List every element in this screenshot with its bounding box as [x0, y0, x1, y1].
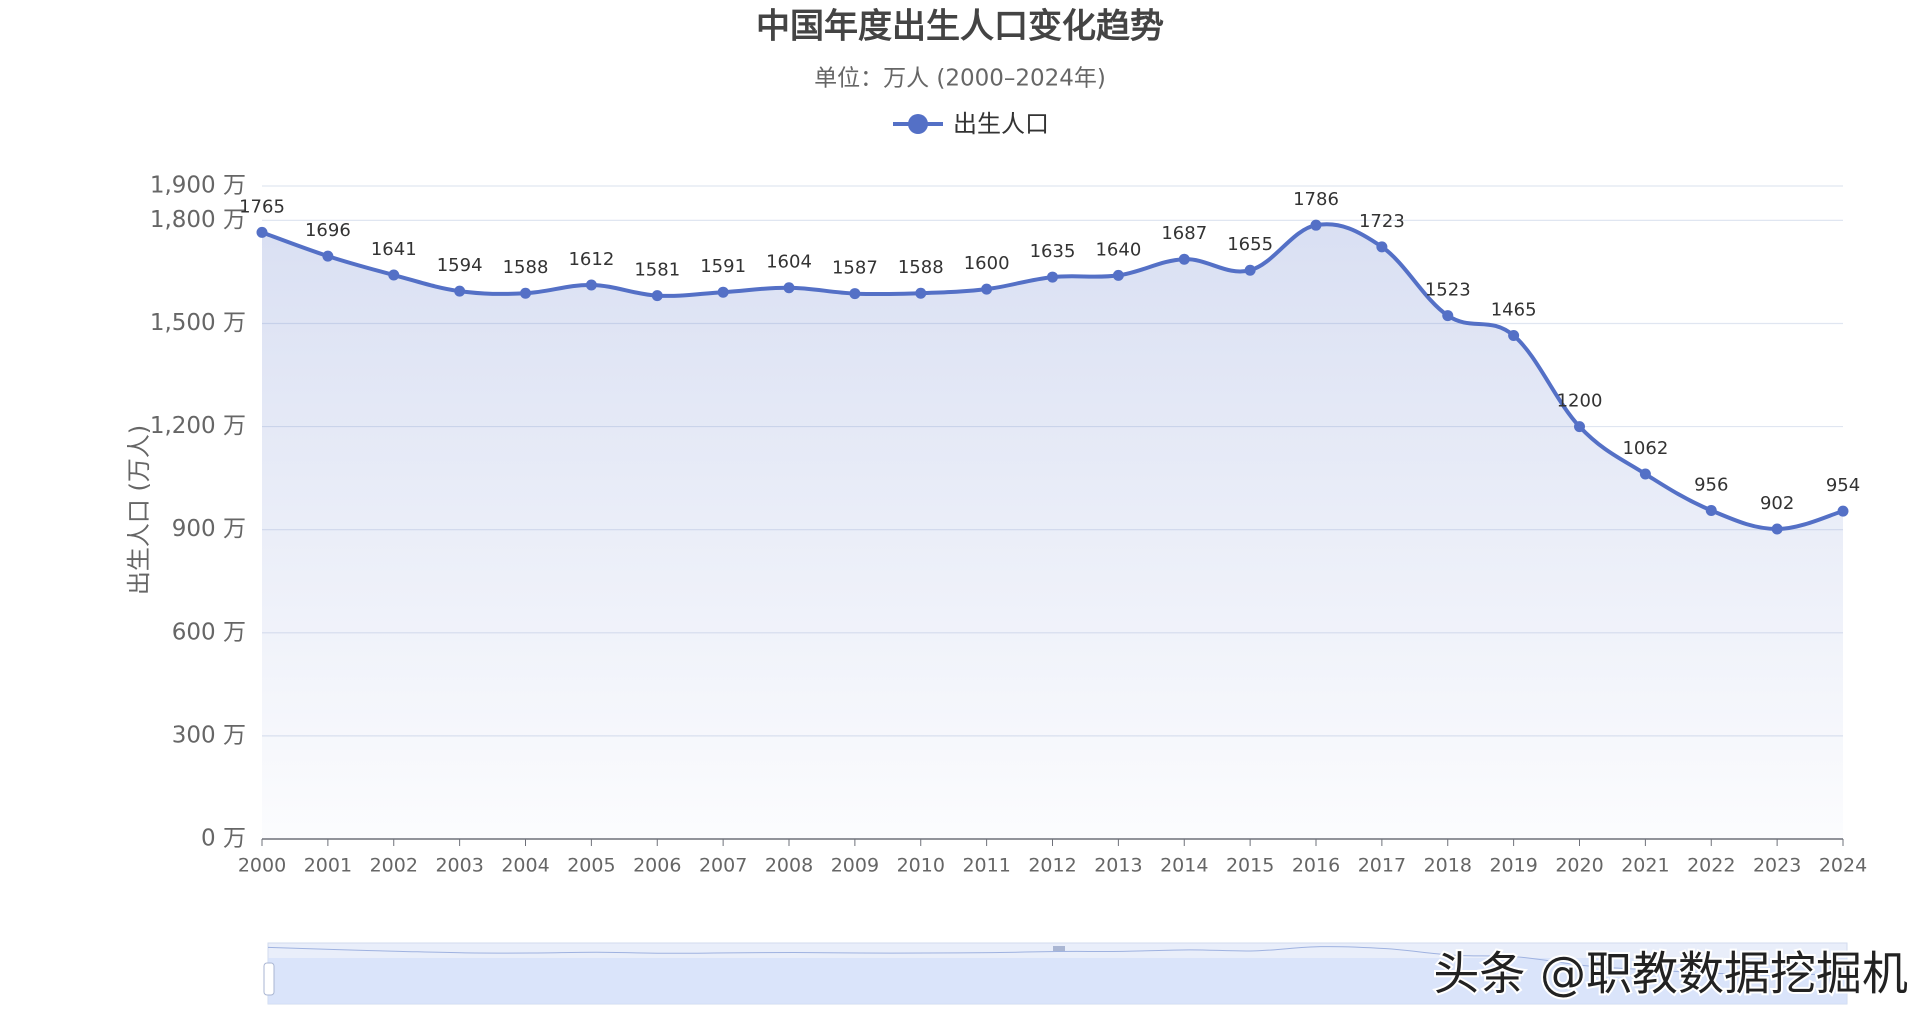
zoom-grip[interactable] [1053, 946, 1065, 951]
point [981, 283, 993, 295]
x-tick-label: 2017 [1358, 855, 1406, 877]
data-label: 1523 [1425, 280, 1471, 301]
data-label: 1655 [1227, 234, 1273, 255]
point [651, 290, 663, 302]
data-label: 1640 [1095, 239, 1141, 260]
point [717, 286, 729, 298]
y-axis-title: 出生人口 (万人) [125, 425, 153, 595]
data-label: 1786 [1293, 189, 1339, 210]
data-label: 1687 [1161, 223, 1207, 244]
x-tick-label: 2004 [501, 855, 549, 877]
point [783, 282, 795, 294]
point [1442, 310, 1454, 322]
point [849, 288, 861, 300]
y-tick-label: 900 万 [172, 516, 246, 542]
point [1837, 505, 1849, 517]
point [520, 287, 531, 299]
point [1376, 241, 1388, 253]
x-tick-label: 2000 [238, 855, 286, 877]
y-tick-label: 300 万 [172, 722, 246, 748]
x-tick-label: 2010 [897, 855, 945, 877]
data-label: 1612 [568, 249, 614, 270]
x-tick-label: 2021 [1621, 855, 1669, 877]
y-tick-label: 1,200 万 [150, 413, 246, 439]
x-tick-label: 2002 [370, 855, 418, 877]
point [1574, 421, 1585, 433]
x-tick-label: 2018 [1424, 855, 1472, 877]
data-label: 1200 [1557, 391, 1603, 412]
point [1771, 523, 1783, 535]
point [256, 226, 268, 238]
watermark: 头条 @职教数据挖掘机 [1433, 947, 1908, 1001]
data-label: 1765 [239, 196, 285, 217]
area [262, 224, 1843, 839]
legend-label[interactable]: 出生人口 [953, 110, 1049, 138]
data-label: 954 [1826, 475, 1860, 496]
data-label: 1587 [832, 258, 878, 279]
data-zoom[interactable] [263, 942, 1848, 1005]
x-tick-label: 2012 [1028, 855, 1076, 877]
y-tick-label: 0 万 [201, 826, 246, 852]
x-tick-label: 2009 [831, 855, 879, 877]
x-tick-label: 2011 [962, 855, 1010, 877]
x-tick-label: 2016 [1292, 855, 1340, 877]
x-tick-label: 2003 [435, 855, 483, 877]
chart-title: 中国年度出生人口变化趋势 [756, 7, 1164, 47]
point [1178, 253, 1190, 265]
point [1112, 269, 1124, 281]
data-label: 1696 [305, 220, 351, 241]
chart-subtitle: 单位：万人 (2000–2024年) [814, 66, 1106, 92]
y-tick-label: 1,800 万 [150, 207, 246, 233]
y-tick-label: 1,500 万 [150, 310, 246, 336]
y-tick-label: 600 万 [172, 619, 246, 645]
data-label: 1581 [634, 260, 680, 281]
x-tick-label: 2001 [304, 855, 352, 877]
data-label: 902 [1760, 493, 1794, 514]
x-tick-label: 2020 [1555, 855, 1603, 877]
point [1244, 264, 1256, 276]
x-tick-label: 2013 [1094, 855, 1142, 877]
point [388, 269, 400, 281]
data-label: 1641 [371, 239, 417, 260]
data-label: 1591 [700, 256, 746, 277]
point [1047, 271, 1058, 283]
data-label: 1594 [437, 255, 483, 276]
x-tick-label: 2005 [567, 855, 615, 877]
x-tick-label: 2007 [699, 855, 747, 877]
data-label: 956 [1694, 474, 1728, 495]
data-label: 1604 [766, 252, 812, 273]
point [1705, 504, 1717, 516]
legend[interactable]: 出生人口 [893, 110, 1049, 138]
point [322, 250, 334, 262]
data-label: 1635 [1030, 241, 1076, 262]
x-tick-label: 2015 [1226, 855, 1274, 877]
point [454, 285, 466, 297]
x-tick-label: 2014 [1160, 855, 1208, 877]
point [1508, 330, 1520, 342]
x-tick-label: 2008 [765, 855, 813, 877]
data-label: 1465 [1491, 300, 1537, 321]
x-tick-label: 2006 [633, 855, 681, 877]
data-label: 1588 [898, 257, 944, 278]
point [1639, 468, 1651, 480]
zoom-line [267, 946, 1848, 976]
x-tick-label: 2022 [1687, 855, 1735, 877]
point [585, 279, 597, 291]
x-tick-label: 2024 [1819, 855, 1867, 877]
data-label: 1062 [1622, 438, 1668, 459]
data-label: 1588 [503, 257, 549, 278]
y-tick-label: 1,900 万 [150, 173, 246, 199]
zoom-handle[interactable] [263, 962, 275, 996]
point [1310, 219, 1322, 231]
legend-marker [908, 114, 928, 134]
data-label: 1723 [1359, 211, 1405, 232]
data-label: 1600 [964, 253, 1010, 274]
x-tick-label: 2019 [1489, 855, 1537, 877]
x-tick-label: 2023 [1753, 855, 1801, 877]
point [915, 287, 927, 299]
